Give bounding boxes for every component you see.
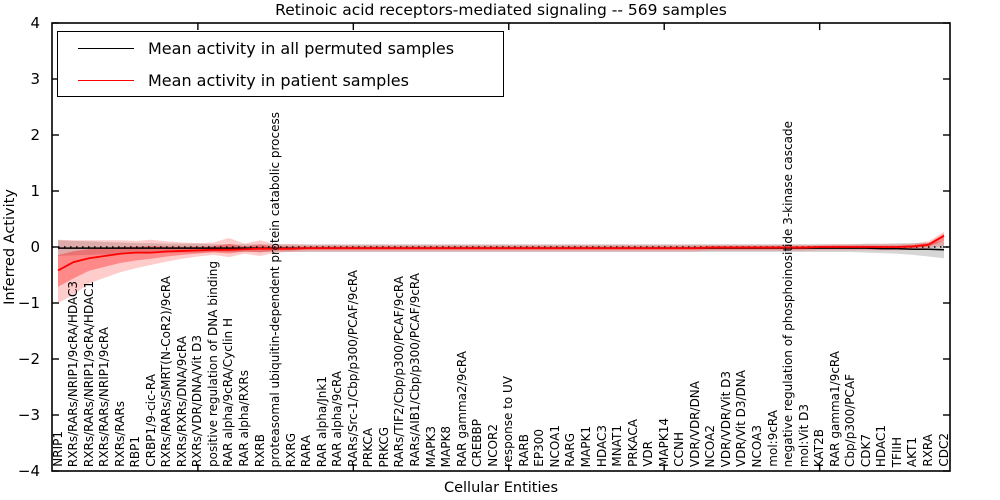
- legend-label: Mean activity in patient samples: [148, 70, 409, 90]
- legend: Mean activity in all permuted samples Me…: [57, 31, 504, 97]
- y-tick-label: 0: [30, 238, 40, 256]
- legend-line-sample: [78, 79, 134, 81]
- legend-item-permuted: Mean activity in all permuted samples: [58, 32, 503, 64]
- y-tick-label: 4: [30, 14, 40, 32]
- y-tick-label: −4: [17, 462, 40, 480]
- y-tick-label: 1: [30, 182, 40, 200]
- chart-title: Retinoic acid receptors-mediated signali…: [275, 1, 727, 19]
- legend-item-patient: Mean activity in patient samples: [58, 64, 503, 96]
- legend-line-sample: [78, 47, 134, 49]
- x-axis-title: Cellular Entities: [443, 480, 559, 496]
- y-tick-label: −2: [17, 350, 40, 368]
- y-tick-label: −3: [17, 406, 40, 424]
- legend-label: Mean activity in all permuted samples: [148, 38, 455, 58]
- y-tick-label: 2: [30, 126, 40, 144]
- y-tick-labels: 4 3 2 1 0 −1 −2 −3 −4: [0, 0, 46, 500]
- y-tick-label: −1: [17, 294, 40, 312]
- y-tick-label: 3: [30, 70, 40, 88]
